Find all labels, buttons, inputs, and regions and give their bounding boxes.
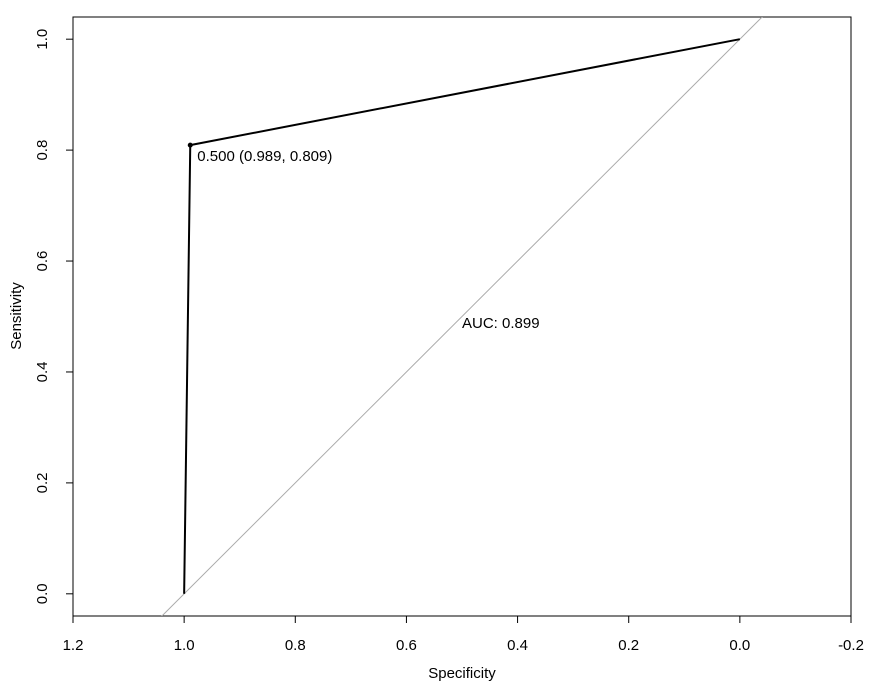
y-tick-label: 0.0 [34, 583, 51, 604]
y-tick-label: 0.2 [34, 472, 51, 493]
threshold-label: 0.500 (0.989, 0.809) [197, 148, 332, 165]
x-tick-label: 0.2 [618, 637, 639, 654]
y-tick-label: 0.6 [34, 251, 51, 272]
x-tick-label: 0.0 [729, 637, 750, 654]
y-tick-label: 0.8 [34, 140, 51, 161]
diagonal [161, 17, 763, 616]
plot-box [72, 16, 852, 617]
x-tick-label: 1.0 [174, 637, 195, 654]
x-tick-label: 0.8 [285, 637, 306, 654]
auc-label: AUC: 0.899 [462, 315, 540, 332]
y-tick-label: 1.0 [34, 29, 51, 50]
threshold-point [187, 142, 193, 148]
y-axis-label: Sensitivity [8, 282, 25, 350]
x-tick-label: -0.2 [838, 637, 864, 654]
y-tick-label: 0.4 [34, 362, 51, 383]
x-axis-label: Specificity [428, 665, 496, 682]
x-tick-label: 0.6 [396, 637, 417, 654]
x-tick-label: 1.2 [63, 637, 84, 654]
x-tick-label: 0.4 [507, 637, 528, 654]
